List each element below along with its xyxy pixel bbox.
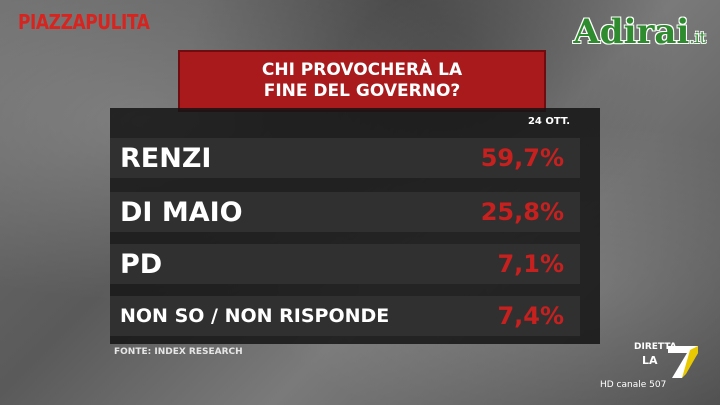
poll-source: FONTE: INDEX RESEARCH: [114, 347, 243, 357]
result-label: DI MAIO: [120, 196, 243, 228]
result-row: DI MAIO 25,8%: [110, 192, 580, 232]
result-label: NON SO / NON RISPONDE: [120, 305, 390, 327]
result-value: 7,4%: [497, 302, 564, 330]
result-row: NON SO / NON RISPONDE 7,4%: [110, 296, 580, 336]
watermark-tld: .it: [689, 28, 706, 47]
watermark-main: Adirai: [573, 12, 690, 52]
channel-logo: DIRETTA LA HD canale 507: [600, 342, 710, 394]
result-value: 7,1%: [497, 250, 564, 278]
hd-channel-label: HD canale 507: [600, 380, 667, 390]
poll-date: 24 OTT.: [527, 116, 570, 127]
site-watermark: Adirai.it: [573, 12, 706, 52]
poll-title-line2: FINE DEL GOVERNO?: [263, 81, 461, 101]
live-label: DIRETTA: [634, 342, 677, 352]
result-row: RENZI 59,7%: [110, 138, 580, 178]
poll-title: CHI PROVOCHERÀ LA FINE DEL GOVERNO?: [178, 50, 546, 112]
result-row: PD 7,1%: [110, 244, 580, 284]
la7-seven-icon: [668, 346, 698, 378]
poll-title-line1: CHI PROVOCHERÀ LA: [261, 60, 463, 80]
result-value: 59,7%: [480, 144, 564, 172]
result-label: PD: [120, 248, 163, 280]
program-logo: PIAZZAPULITA: [18, 10, 150, 34]
result-value: 25,8%: [480, 198, 564, 226]
results-panel: 24 OTT. RENZI 59,7% DI MAIO 25,8% PD 7,1…: [110, 108, 600, 344]
channel-la-label: LA: [642, 354, 658, 367]
result-label: RENZI: [120, 142, 212, 174]
